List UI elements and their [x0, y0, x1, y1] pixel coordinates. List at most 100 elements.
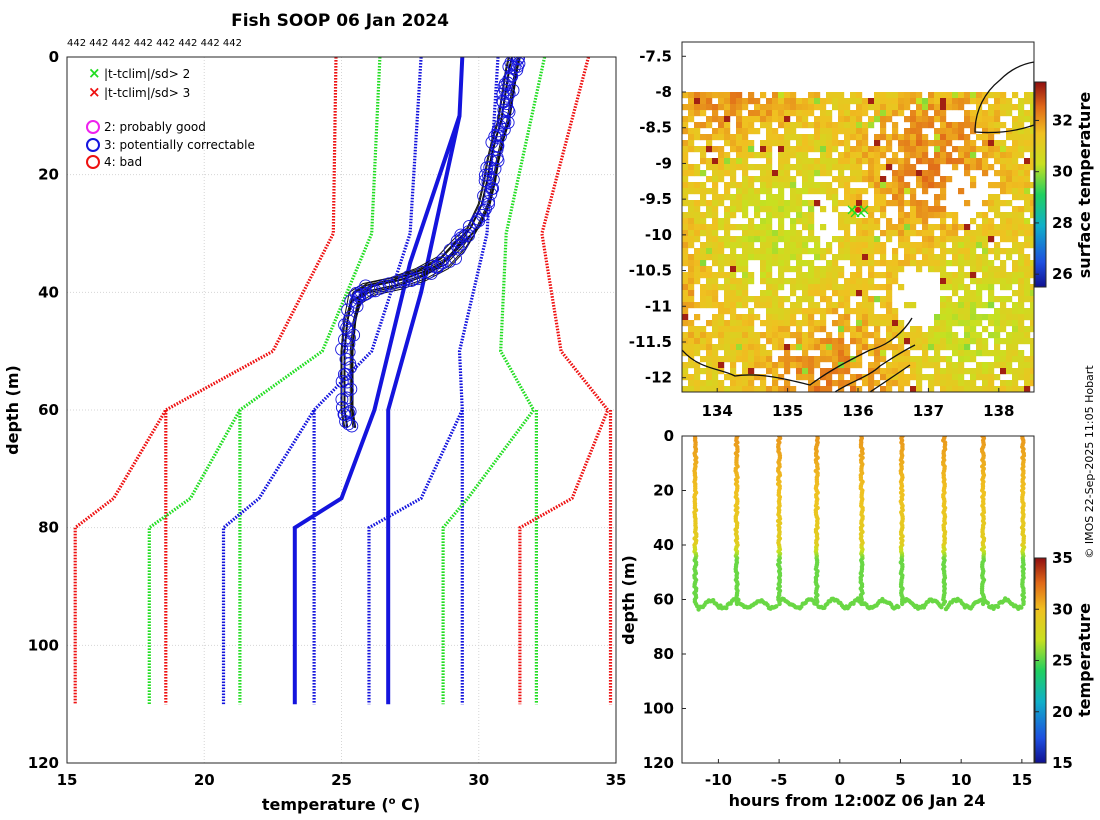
sst-cell: [1000, 158, 1007, 165]
sst-cell: [970, 290, 977, 297]
observed-profile-point: [479, 202, 492, 216]
sst-cell: [958, 266, 965, 273]
sst-cell: [766, 356, 773, 363]
sst-cell: [970, 92, 977, 99]
sst-cell: [982, 242, 989, 249]
sst-cell: [724, 182, 731, 189]
sst-cell: [742, 368, 749, 375]
sst-cell: [874, 218, 881, 225]
sst-cell: [856, 200, 863, 207]
sst-cell: [826, 356, 833, 363]
sst-cell: [808, 146, 815, 153]
sst-cell: [862, 152, 869, 159]
sst-cell: [712, 278, 719, 285]
sst-cell: [958, 104, 965, 111]
sst-cell: [724, 128, 731, 135]
sst-cell: [802, 278, 809, 285]
sst-cell: [736, 314, 743, 321]
sst-cell: [994, 296, 1001, 303]
sst-cell: [928, 374, 935, 381]
sst-cell: [712, 104, 719, 111]
sst-cell: [748, 356, 755, 363]
sst-cell: [736, 236, 743, 243]
sst-cell: [730, 350, 737, 357]
sst-cell: [688, 338, 695, 345]
sst-cell: [808, 218, 815, 225]
sst-cell: [802, 176, 809, 183]
sst-cell: [880, 110, 887, 117]
sst-cell: [808, 248, 815, 255]
sst-cell: [784, 128, 791, 135]
sst-cell: [694, 380, 701, 387]
sst-cell: [988, 134, 995, 141]
sst-cell: [1024, 200, 1031, 207]
sst-cell: [1030, 212, 1034, 219]
sst-cell: [682, 332, 689, 339]
sst-cell: [874, 242, 881, 249]
sst-cell: [718, 260, 725, 267]
sst-cell: [718, 302, 725, 309]
sst-cell: [1030, 338, 1034, 345]
sst-cell: [904, 98, 911, 105]
observed-profile-point: [397, 273, 411, 287]
sst-cell: [976, 368, 983, 375]
sst-cell: [844, 314, 851, 321]
sst-cell: [712, 242, 719, 249]
sst-cell: [778, 266, 785, 273]
sst-cell: [892, 374, 899, 381]
climatology-sd2-high: [441, 57, 547, 705]
sst-cell: [880, 356, 887, 363]
sst-cell: [952, 158, 959, 165]
profile-x-label-degree: o: [389, 796, 396, 807]
sst-cell: [682, 362, 689, 369]
sst-cell: [814, 140, 821, 147]
sst-cell: [862, 110, 869, 117]
sst-cell: [1000, 326, 1007, 333]
sst-cell: [712, 260, 719, 267]
sst-cell: [832, 200, 839, 207]
sst-cell: [844, 224, 851, 231]
sst-cell: [712, 230, 719, 237]
sst-cell: [724, 230, 731, 237]
sst-cell: [946, 362, 953, 369]
sst-cell: [958, 248, 965, 255]
sst-cell: [976, 134, 983, 141]
profile-counts: 442 442 442 442 442 442 442 442: [67, 38, 242, 49]
sst-cell: [940, 266, 947, 273]
sst-cell: [886, 284, 893, 291]
sst-cell: [712, 212, 719, 219]
sst-cell: [1000, 98, 1007, 105]
sst-cell: [844, 356, 851, 363]
sst-cell: [724, 158, 731, 165]
sst-cell: [748, 182, 755, 189]
sst-cell: [820, 134, 827, 141]
observed-profile-point: [500, 97, 514, 111]
sst-cell: [1024, 272, 1031, 279]
sst-cell: [766, 206, 773, 213]
sst-cell: [838, 110, 845, 117]
sst-cell: [730, 176, 737, 183]
sst-cell: [790, 230, 797, 237]
observed-profile-line: [349, 57, 519, 428]
sst-cell: [730, 362, 737, 369]
sst-cell: [874, 104, 881, 111]
sst-cell: [850, 98, 857, 105]
sst-cell: [994, 212, 1001, 219]
sst-cell: [754, 176, 761, 183]
sst-cell: [892, 248, 899, 255]
sst-cell: [886, 278, 893, 285]
sst-cell: [832, 164, 839, 171]
sst-cell: [772, 128, 779, 135]
climatology-lines: [73, 57, 613, 705]
sst-cell: [790, 224, 797, 231]
sst-cell: [856, 146, 863, 153]
sst-cell: [736, 296, 743, 303]
sst-cell: [1030, 290, 1034, 297]
sst-cell: [916, 332, 923, 339]
sst-cell: [820, 170, 827, 177]
sst-cell: [682, 194, 689, 201]
sst-cell: [1018, 260, 1025, 267]
sst-cell: [994, 386, 1001, 392]
sst-cell: [904, 374, 911, 381]
sst-cell: [982, 254, 989, 261]
